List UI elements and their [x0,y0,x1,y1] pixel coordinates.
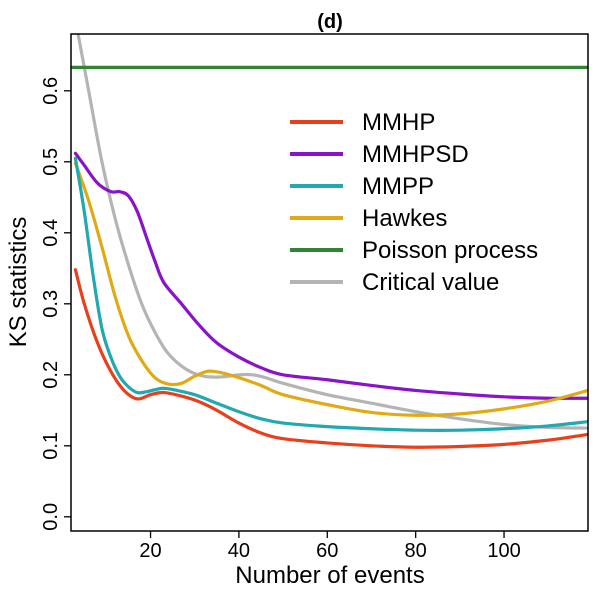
y-tick-label: 0.4 [40,219,62,247]
x-axis: 20 40 60 80 100 [139,531,521,562]
y-tick-label: 0.2 [40,361,62,389]
legend: MMHP MMHPSD MMPP Hawkes Poisson process Criti… [290,109,538,296]
x-tick-label: 20 [139,540,161,562]
y-tick-label: 0.3 [40,290,62,318]
x-tick-label: 60 [316,540,338,562]
y-tick-label: 0.1 [40,432,62,460]
series-line-mmpp [73,156,588,432]
legend-label-mmpp: MMPP [362,173,434,200]
y-tick-label: 0.6 [40,77,62,105]
series-line-mmhp [73,268,588,449]
x-tick-label: 40 [228,540,250,562]
y-tick-label: 0.0 [40,503,62,531]
legend-label-poisson-process: Poisson process [362,237,538,264]
series-layer [71,34,588,449]
series-line-hawkes [73,161,588,417]
plot-frame [70,33,589,532]
legend-label-mmhpsd: MMHPSD [362,141,469,168]
y-axis-label: KS statistics [5,217,32,348]
y-tick-label: 0.5 [40,148,62,176]
series-line-mmhpsd [73,151,588,400]
y-axis: 0.0 0.1 0.2 0.3 0.4 0.5 0.6 [40,77,71,531]
x-tick-label: 100 [487,540,520,562]
x-tick-label: 80 [405,540,427,562]
chart-title: (d) [317,11,343,33]
x-axis-label: Number of events [235,562,424,589]
legend-label-hawkes: Hawkes [362,205,447,232]
legend-label-critical-value: Critical value [362,269,499,296]
legend-label-mmhp: MMHP [362,109,435,136]
